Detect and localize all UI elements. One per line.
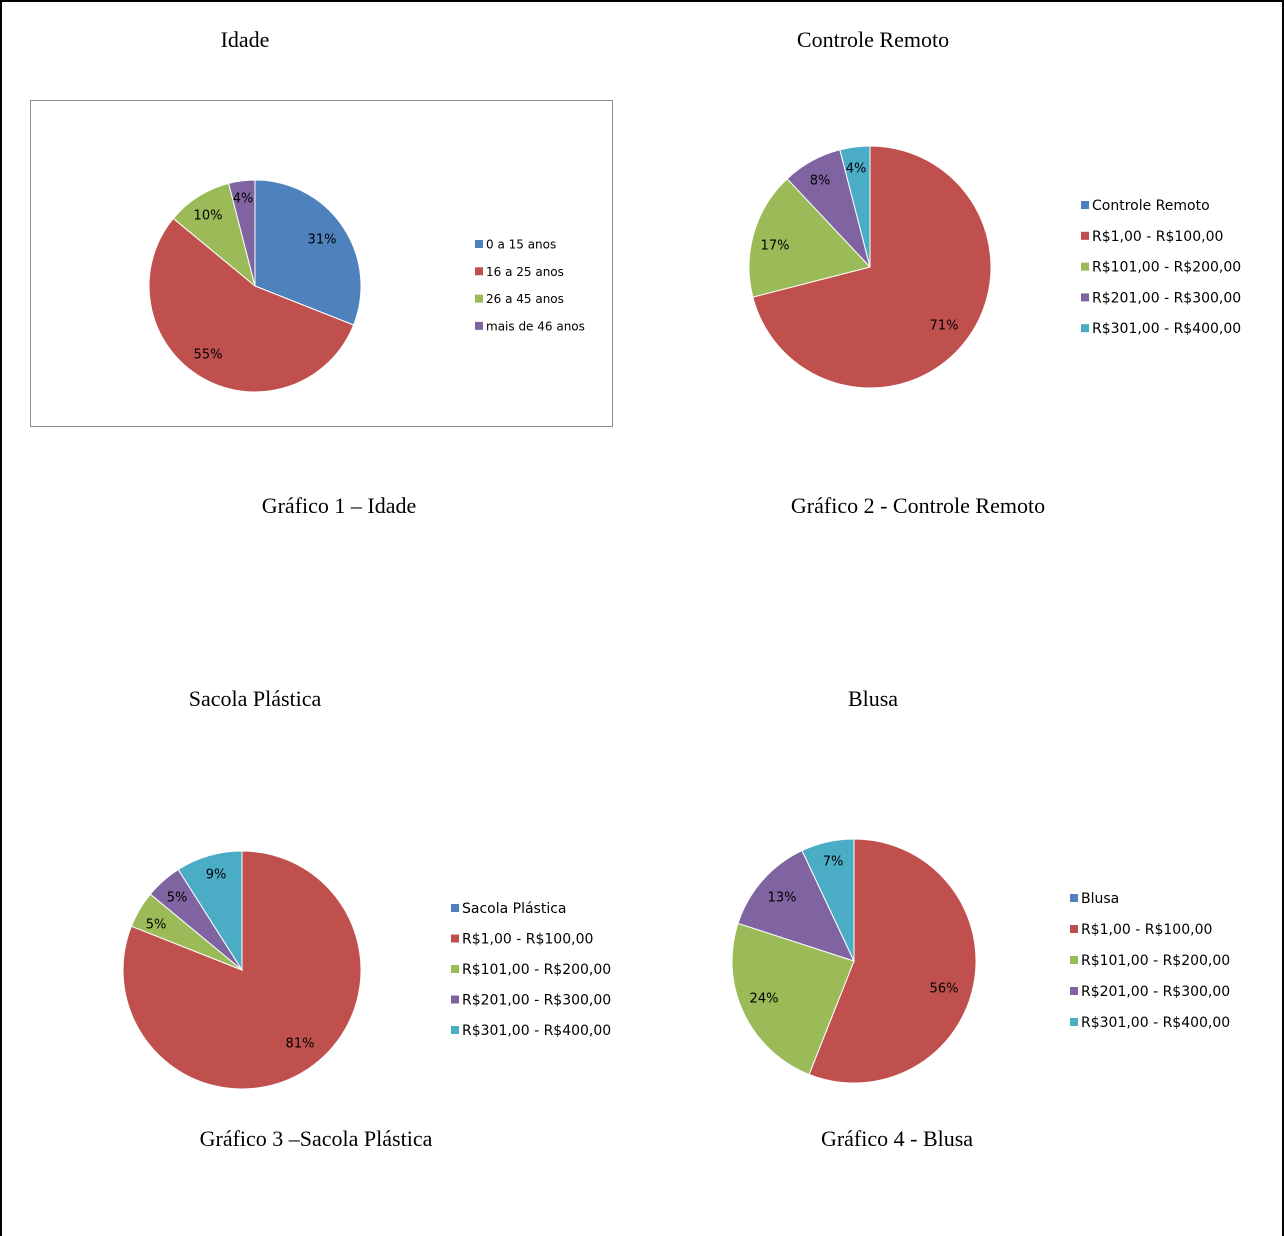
chart-3-title: Sacola Plástica	[189, 686, 322, 711]
chart-1-slice	[228, 179, 256, 287]
chart-4-data-label: 13%	[768, 891, 797, 906]
chart-4-caption: Gráfico 4 - Blusa	[821, 1126, 973, 1151]
chart-2-legend-swatch	[1081, 262, 1089, 271]
chart-2-data-label: 17%	[761, 239, 790, 254]
chart-1-title: Idade	[221, 27, 270, 52]
chart-4-slice	[737, 849, 855, 962]
chart-3-slice	[122, 850, 362, 1090]
chart-2-legend-item: R$101,00 - R$200,00	[1092, 260, 1241, 276]
chart-2-data-label: 71%	[930, 319, 959, 334]
chart-2-legend-item: R$301,00 - R$400,00	[1092, 321, 1241, 337]
chart-1-data-label: 55%	[194, 348, 223, 363]
chart-1-data-label: 10%	[194, 209, 223, 224]
chart-2-legend-item: R$1,00 - R$100,00	[1092, 229, 1223, 245]
chart-2-data-label: 8%	[810, 174, 831, 189]
chart-1-caption: Gráfico 1 – Idade	[262, 493, 417, 518]
chart-4-legend-swatch	[1070, 956, 1078, 964]
chart-2-legend-swatch	[1081, 231, 1089, 240]
chart-4-legend-swatch	[1070, 987, 1078, 995]
chart-4-slice	[801, 838, 855, 962]
chart-2-slice	[839, 145, 871, 268]
chart-3-legend-item: Sacola Plástica	[462, 901, 567, 917]
chart-4-legend-item: R$101,00 - R$200,00	[1081, 953, 1230, 969]
chart-4-legend-item: Blusa	[1081, 891, 1119, 907]
chart-4-data-label: 24%	[750, 992, 779, 1007]
chart-4-legend-item: R$1,00 - R$100,00	[1081, 922, 1212, 938]
chart-3-legend-item: R$101,00 - R$200,00	[462, 962, 611, 978]
chart-3-data-label: 5%	[146, 918, 167, 933]
chart-4-legend-swatch	[1070, 894, 1078, 902]
chart-1-legend-item: mais de 46 anos	[486, 319, 585, 333]
chart-3-legend-item: R$201,00 - R$300,00	[462, 993, 611, 1009]
chart-3-data-label: 9%	[206, 868, 227, 883]
chart-4-legend-swatch	[1070, 925, 1078, 933]
chart-2-legend-swatch	[1081, 293, 1089, 302]
chart-1-legend-swatch	[475, 321, 483, 330]
chart-1-data-label: 31%	[308, 233, 337, 248]
chart-3-slice	[177, 850, 243, 972]
chart-4-legend-swatch	[1070, 1018, 1078, 1026]
chart-2-title: Controle Remoto	[797, 27, 949, 52]
chart-3-data-label: 81%	[286, 1037, 315, 1052]
chart-1-slice	[148, 217, 355, 393]
chart-2-legend-swatch	[1081, 324, 1089, 333]
chart-4-title: Blusa	[848, 686, 898, 711]
chart-4-slice	[808, 838, 977, 1084]
chart-2-slice	[752, 145, 992, 389]
chart-3-caption: Gráfico 3 –Sacola Plástica	[200, 1126, 433, 1151]
chart-3-legend-swatch	[451, 904, 459, 912]
chart-2-slice	[748, 178, 871, 298]
chart-4-data-label: 56%	[930, 982, 959, 997]
chart-1-legend-swatch	[475, 294, 483, 303]
chart-2-caption: Gráfico 2 - Controle Remoto	[791, 493, 1045, 518]
chart-3-legend-item: R$1,00 - R$100,00	[462, 932, 593, 948]
chart-2-legend-item: Controle Remoto	[1092, 198, 1210, 214]
chart-3-data-label: 5%	[167, 891, 188, 906]
chart-3-legend-item: R$301,00 - R$400,00	[462, 1023, 611, 1039]
chart-4-data-label: 7%	[823, 855, 844, 870]
chart-3-legend-swatch	[451, 995, 459, 1004]
chart-3-legend-swatch	[451, 1026, 459, 1034]
chart-1-legend-item: 0 a 15 anos	[486, 238, 556, 252]
chart-2-legend-swatch	[1081, 201, 1089, 209]
chart-1-legend-swatch	[475, 240, 483, 248]
chart-4-slice	[731, 922, 855, 1076]
chart-3-legend-swatch	[451, 965, 459, 973]
chart-3-legend-swatch	[451, 934, 459, 943]
chart-1-legend-item: 16 a 25 anos	[486, 265, 564, 279]
chart-1-slice	[254, 179, 362, 326]
chart-1-data-label: 4%	[233, 192, 254, 207]
chart-2-data-label: 4%	[846, 162, 867, 177]
chart-1-legend-item: 26 a 45 anos	[486, 292, 564, 306]
chart-2-legend-item: R$201,00 - R$300,00	[1092, 290, 1241, 306]
chart-4-legend-item: R$201,00 - R$300,00	[1081, 984, 1230, 1000]
chart-4-legend-item: R$301,00 - R$400,00	[1081, 1015, 1230, 1031]
chart-1-legend-swatch	[475, 267, 483, 276]
